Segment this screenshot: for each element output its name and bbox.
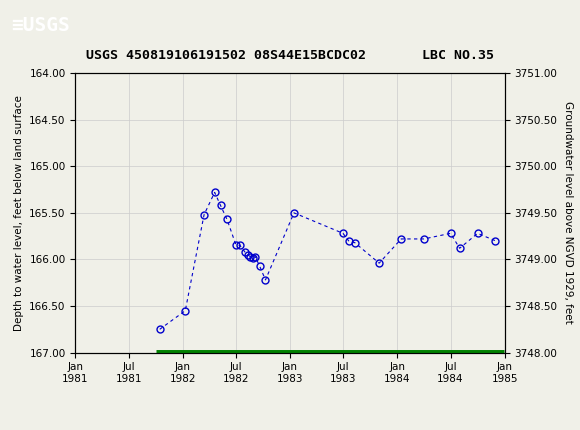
Y-axis label: Depth to water level, feet below land surface: Depth to water level, feet below land su… [14, 95, 24, 331]
Text: ≡USGS: ≡USGS [12, 16, 70, 35]
Text: USGS 450819106191502 08S44E15BCDC02       LBC NO.35: USGS 450819106191502 08S44E15BCDC02 LBC … [86, 49, 494, 62]
Y-axis label: Groundwater level above NGVD 1929, feet: Groundwater level above NGVD 1929, feet [563, 101, 573, 324]
